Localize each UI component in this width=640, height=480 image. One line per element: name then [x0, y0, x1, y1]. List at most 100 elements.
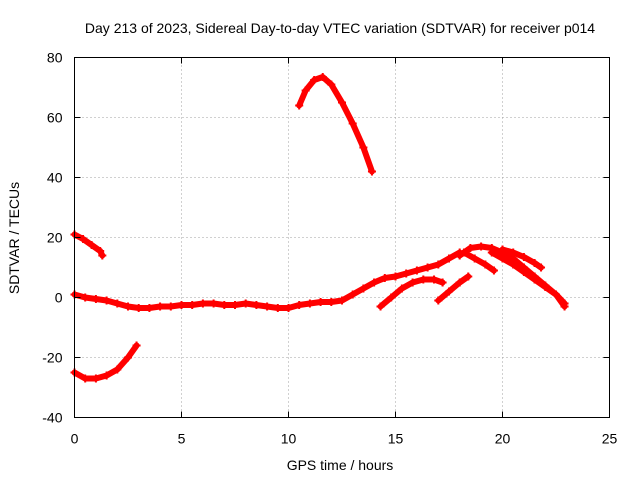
data-point — [134, 304, 143, 312]
data-point — [316, 298, 325, 306]
data-point — [560, 299, 569, 308]
series-line — [377, 276, 446, 310]
data-point — [91, 295, 100, 303]
y-tick-label: 60 — [47, 110, 63, 126]
data-point — [509, 248, 518, 257]
data-point — [241, 299, 250, 308]
series-arc-2 — [70, 341, 141, 383]
data-point — [498, 254, 507, 263]
data-point — [519, 268, 528, 276]
data-point — [188, 301, 197, 309]
series-line — [435, 273, 472, 304]
data-point — [359, 284, 368, 293]
data-point — [252, 301, 261, 309]
y-tick-label: 0 — [55, 290, 63, 306]
data-point — [477, 242, 486, 251]
x-tick-label: 5 — [178, 431, 186, 447]
data-point — [434, 296, 443, 305]
data-point — [498, 245, 507, 254]
data-point — [81, 374, 90, 383]
data-point — [231, 301, 239, 309]
data-point — [464, 272, 473, 281]
data-point — [537, 263, 546, 272]
data-point — [177, 301, 186, 309]
grid-layer — [74, 57, 610, 418]
y-axis-label: SDTVAR / TECUs — [6, 182, 22, 294]
data-point — [348, 119, 357, 128]
data-point — [295, 101, 304, 110]
data-point — [412, 266, 421, 275]
series-arc-6 — [434, 272, 473, 305]
data-point — [438, 278, 447, 287]
data-point — [113, 365, 122, 374]
x-tick-label: 0 — [71, 431, 79, 447]
data-point — [310, 76, 319, 84]
tick-layer: 0 5 10 15 20 25 -40 -20 0 20 40 60 80 — [42, 50, 617, 447]
data-point — [376, 302, 385, 311]
data-point — [455, 251, 464, 260]
data-point — [541, 283, 550, 291]
data-point — [98, 251, 107, 260]
data-point — [295, 301, 304, 309]
data-point — [387, 293, 396, 302]
data-point — [470, 254, 479, 263]
series-arc-8 — [459, 248, 498, 275]
data-point — [113, 299, 122, 308]
data-point — [209, 299, 218, 308]
y-tick-label: -20 — [42, 350, 62, 366]
data-point — [408, 278, 417, 287]
data-point — [338, 98, 346, 107]
data-point — [102, 371, 111, 380]
data-point — [87, 241, 96, 249]
series-arc-9 — [487, 248, 569, 308]
data-point — [327, 80, 336, 89]
data-point — [455, 278, 464, 287]
data-point — [301, 86, 310, 95]
data-point — [359, 143, 368, 152]
series-arc-5 — [376, 275, 447, 311]
x-tick-label: 15 — [388, 431, 404, 447]
data-point — [96, 247, 105, 255]
data-point — [391, 272, 400, 281]
series-arc-10 — [498, 245, 546, 272]
data-point — [445, 254, 453, 263]
chart-title: Day 213 of 2023, Sidereal Day-to-day VTE… — [85, 20, 595, 36]
data-point — [489, 266, 498, 275]
data-point — [552, 290, 560, 299]
data-point — [487, 248, 496, 257]
series-line — [296, 74, 375, 175]
y-tick-label: 80 — [47, 50, 63, 66]
data-point — [156, 302, 165, 311]
series-arc-3 — [295, 73, 376, 176]
x-tick-label: 10 — [281, 431, 297, 447]
data-point — [466, 244, 475, 252]
y-tick-label: 20 — [47, 230, 63, 246]
data-point — [481, 260, 490, 269]
x-tick-label: 25 — [602, 431, 618, 447]
data-point — [380, 274, 389, 282]
data-point — [305, 299, 314, 308]
data-point — [318, 73, 327, 81]
data-point — [145, 304, 154, 312]
data-point — [284, 304, 293, 312]
data-point — [530, 259, 539, 267]
data-point — [81, 293, 90, 302]
series-line — [460, 249, 497, 274]
data-point — [132, 341, 141, 350]
data-point — [166, 302, 175, 311]
data-point — [102, 296, 111, 305]
series-arc-4 — [70, 248, 464, 312]
data-point — [434, 260, 443, 269]
series-layer — [70, 73, 569, 383]
data-point — [124, 353, 132, 362]
data-point — [430, 275, 439, 284]
data-point — [338, 296, 346, 305]
data-point — [124, 302, 132, 311]
data-point — [348, 290, 357, 299]
series-arc-1 — [70, 230, 107, 260]
data-point — [402, 269, 411, 278]
x-axis-label: GPS time / hours — [287, 457, 394, 473]
y-tick-label: 40 — [47, 170, 63, 186]
y-tick-label: -40 — [42, 410, 62, 426]
